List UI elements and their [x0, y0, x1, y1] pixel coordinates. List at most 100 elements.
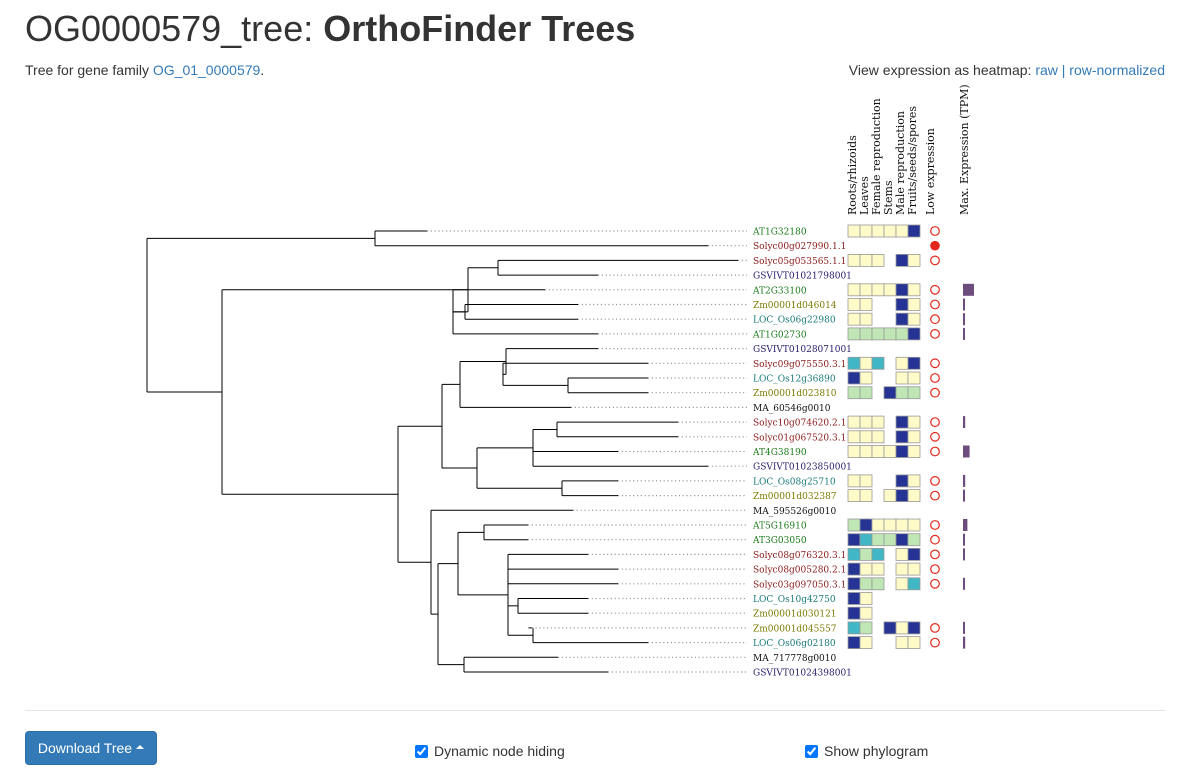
gene-label[interactable]: AT5G16910 [752, 522, 807, 532]
heatmap-cell [859, 415, 873, 429]
heatmap-cell [847, 474, 861, 488]
gene-label[interactable]: Solyc09g075550.3.1 [753, 360, 846, 370]
max-expression-bar [963, 577, 965, 590]
heatmap-cell [895, 298, 909, 311]
heatmap-cell [907, 636, 921, 649]
gene-label[interactable]: Solyc01g067520.3.1 [753, 433, 846, 443]
heatmap-cell [907, 621, 921, 635]
gene-label[interactable]: Zm00001d045557 [753, 624, 837, 634]
heatmap-cell [871, 224, 885, 238]
heatmap-cell [907, 547, 921, 561]
heatmap-cell [871, 562, 885, 576]
heatmap-cell [871, 547, 885, 561]
raw-heatmap-link[interactable]: raw [1035, 62, 1058, 78]
heatmap-cell [907, 371, 921, 385]
gene-label[interactable]: Zm00001d023810 [753, 389, 837, 399]
dynamic-node-hiding-toggle[interactable]: Dynamic node hiding [415, 743, 565, 759]
gene-label[interactable]: Solyc03g097050.3.1 [753, 580, 846, 590]
max-expression-bar [963, 636, 966, 649]
download-tree-button[interactable]: Download Tree [25, 731, 157, 765]
low-expression-marker [930, 373, 940, 383]
divider [25, 710, 1165, 711]
heatmap-cell [895, 386, 909, 400]
phylogenetic-tree: Roots/rhizoids Leaves Female reproduction S… [0, 84, 1177, 690]
gene-label[interactable]: Solyc00g027990.1.1 [753, 242, 846, 252]
max-expression-bar [963, 519, 968, 531]
low-expression-marker [930, 226, 940, 236]
page-title: OG0000579_tree: OrthoFinder Trees [25, 8, 635, 50]
gene-label[interactable]: Solyc05g053565.1.1 [753, 257, 846, 267]
gene-label[interactable]: LOC_Os06g02180 [753, 639, 836, 649]
low-expression-marker [930, 314, 940, 325]
gene-family-link[interactable]: OG_01_0000579 [152, 62, 261, 78]
heatmap-cell [883, 445, 897, 458]
heatmap-cell [847, 312, 861, 326]
heatmap-cell [847, 621, 861, 635]
gene-label[interactable]: Solyc08g005280.2.1 [753, 566, 846, 576]
heatmap-cell [895, 489, 909, 503]
gene-label[interactable]: Solyc08g076320.3.1 [753, 551, 846, 561]
gene-label[interactable]: LOC_Os10g42750 [753, 595, 836, 605]
heatmap-cell [847, 489, 861, 503]
low-expression-marker [930, 417, 940, 428]
row-normalized-heatmap-link[interactable]: row-normalized [1069, 62, 1165, 78]
heatmap-cell [859, 621, 873, 635]
heatmap-cell [859, 489, 873, 503]
heatmap-cell [871, 327, 885, 341]
gene-label[interactable]: AT4G38190 [752, 448, 807, 458]
heatmap-cell [847, 224, 861, 238]
heatmap-cell [907, 224, 921, 238]
gene-label[interactable]: LOC_Os08g25710 [753, 477, 836, 487]
column-header: Roots/rhizoids [846, 135, 859, 215]
gene-label[interactable]: Zm00001d046014 [753, 301, 837, 311]
heatmap-cell [907, 283, 921, 297]
heatmap-cell [859, 430, 873, 444]
heatmap-cell [895, 371, 909, 385]
gene-label[interactable]: Zm00001d030121 [753, 610, 837, 620]
heatmap-cell [859, 577, 873, 591]
gene-label[interactable]: MA_60546g0010 [753, 404, 831, 414]
show-phylogram-toggle[interactable]: Show phylogram [805, 743, 928, 759]
link-separator: | [1057, 62, 1070, 78]
gene-label[interactable]: GSVIVT01024398001 [753, 669, 852, 679]
heatmap-cell [847, 356, 861, 370]
gene-label[interactable]: MA_717778g0010 [753, 654, 837, 664]
heatmap-cell [859, 224, 873, 238]
heatmap-cell [883, 518, 897, 532]
gene-label[interactable]: MA_595526g0010 [753, 507, 837, 517]
heatmap-cell [847, 253, 861, 267]
heatmap-cell [847, 298, 861, 311]
show-phylogram-checkbox[interactable] [805, 744, 818, 758]
heatmap-cell [847, 606, 861, 620]
heatmap-cell [907, 386, 921, 400]
heatmap-cell [859, 371, 873, 385]
dynamic-node-hiding-checkbox[interactable] [415, 744, 428, 758]
caret-up-icon [136, 745, 145, 750]
gene-label[interactable]: LOC_Os12g36890 [753, 375, 836, 385]
show-phylogram-label: Show phylogram [824, 743, 929, 759]
column-header: Male reproduction [894, 111, 907, 215]
heatmap-cell [847, 533, 861, 547]
low-expression-marker [930, 490, 940, 501]
heatmap-cell [871, 445, 885, 458]
low-expression-marker [930, 637, 940, 648]
heatmap-cell [895, 518, 909, 532]
gene-label[interactable]: GSVIVT01023850001 [753, 463, 852, 473]
gene-label[interactable]: AT1G32180 [752, 228, 807, 238]
gene-label[interactable]: GSVIVT01028071001 [753, 345, 852, 355]
heatmap-cell [883, 533, 897, 547]
gene-label[interactable]: AT3G03050 [752, 536, 807, 546]
gene-label[interactable]: Solyc10g074620.2.1 [753, 419, 846, 429]
heatmap-cell [895, 253, 909, 267]
heatmap-cell [859, 518, 873, 532]
heatmap-cell [907, 577, 921, 591]
low-expression-marker [930, 284, 940, 295]
heatmap-cell [859, 298, 873, 311]
low-expression-marker [930, 534, 940, 545]
heatmap-cell [859, 312, 873, 326]
gene-label[interactable]: GSVIVT01021798001 [753, 272, 852, 282]
gene-label[interactable]: Zm00001d032387 [753, 492, 837, 502]
gene-label[interactable]: AT1G02730 [752, 330, 807, 340]
gene-label[interactable]: LOC_Os06g22980 [753, 316, 836, 326]
gene-label[interactable]: AT2G33100 [752, 286, 807, 296]
